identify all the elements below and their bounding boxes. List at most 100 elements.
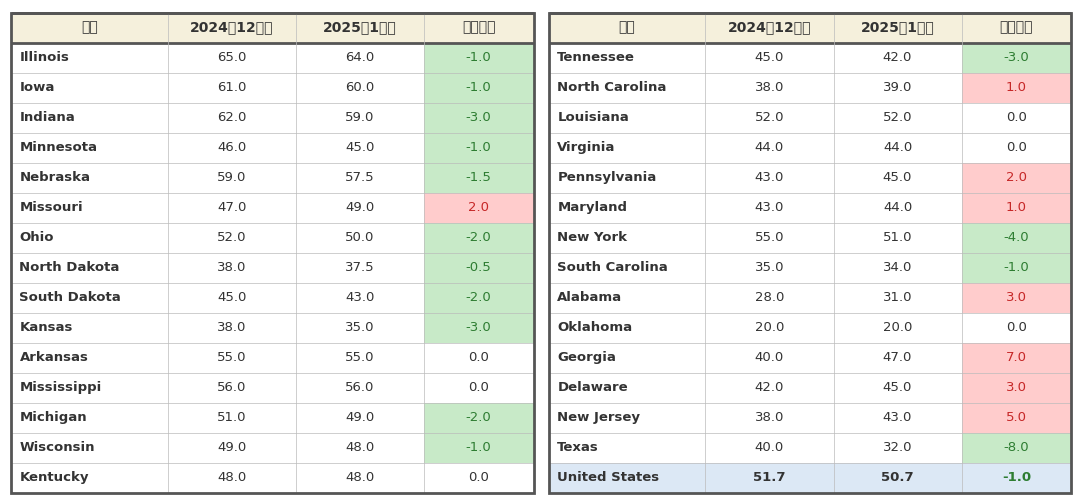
Text: 2.0: 2.0 xyxy=(468,201,489,214)
Bar xyxy=(423,103,534,133)
Text: 20.0: 20.0 xyxy=(755,321,784,334)
Bar xyxy=(11,103,167,133)
Text: 2025（1月）: 2025（1月） xyxy=(861,21,934,35)
Text: 38.0: 38.0 xyxy=(755,81,784,94)
Bar xyxy=(834,223,961,253)
Bar xyxy=(11,463,167,493)
Text: Wisconsin: Wisconsin xyxy=(19,442,95,454)
Bar xyxy=(961,72,1071,103)
Text: Ohio: Ohio xyxy=(19,231,54,244)
Text: Nebraska: Nebraska xyxy=(19,171,91,184)
Bar xyxy=(549,223,705,253)
Bar xyxy=(834,253,961,283)
Bar xyxy=(549,162,705,193)
Text: 0.0: 0.0 xyxy=(1007,111,1027,124)
Text: 56.0: 56.0 xyxy=(345,381,375,394)
Bar xyxy=(167,193,296,223)
Bar xyxy=(296,133,423,162)
Text: Delaware: Delaware xyxy=(557,381,627,394)
Text: 51.0: 51.0 xyxy=(217,411,246,425)
Text: -4.0: -4.0 xyxy=(1003,231,1029,244)
Bar xyxy=(11,373,167,403)
Bar xyxy=(296,13,423,43)
Text: 0.0: 0.0 xyxy=(1007,141,1027,154)
Bar xyxy=(961,403,1071,433)
Text: 0.0: 0.0 xyxy=(1007,321,1027,334)
Text: Texas: Texas xyxy=(557,442,599,454)
Text: New Jersey: New Jersey xyxy=(557,411,640,425)
Bar xyxy=(549,373,705,403)
Bar xyxy=(705,433,834,463)
Text: -2.0: -2.0 xyxy=(465,411,491,425)
Text: 43.0: 43.0 xyxy=(882,411,913,425)
Bar xyxy=(167,373,296,403)
Text: 44.0: 44.0 xyxy=(883,201,913,214)
Bar xyxy=(423,283,534,313)
Text: 64.0: 64.0 xyxy=(346,51,375,64)
Text: 2025（1月）: 2025（1月） xyxy=(323,21,396,35)
Bar xyxy=(11,43,167,72)
Bar xyxy=(961,313,1071,343)
Bar xyxy=(834,283,961,313)
Bar xyxy=(549,463,705,493)
Bar xyxy=(961,373,1071,403)
Bar xyxy=(423,313,534,343)
Text: United States: United States xyxy=(557,471,660,484)
Text: 51.0: 51.0 xyxy=(882,231,913,244)
Text: 45.0: 45.0 xyxy=(882,171,913,184)
Bar xyxy=(549,133,705,162)
Text: 46.0: 46.0 xyxy=(217,141,246,154)
Text: 0.0: 0.0 xyxy=(469,351,489,364)
Bar xyxy=(549,433,705,463)
Text: -2.0: -2.0 xyxy=(465,231,491,244)
Bar xyxy=(549,103,705,133)
Text: -1.5: -1.5 xyxy=(465,171,491,184)
Bar xyxy=(423,193,534,223)
Bar xyxy=(549,13,1071,493)
Text: 49.0: 49.0 xyxy=(346,201,375,214)
Text: 43.0: 43.0 xyxy=(755,201,784,214)
Text: North Dakota: North Dakota xyxy=(19,261,120,274)
Bar xyxy=(423,13,534,43)
Text: 38.0: 38.0 xyxy=(217,321,246,334)
Bar xyxy=(167,313,296,343)
Bar xyxy=(11,193,167,223)
Bar xyxy=(423,223,534,253)
Text: Georgia: Georgia xyxy=(557,351,617,364)
Bar xyxy=(11,223,167,253)
Text: 59.0: 59.0 xyxy=(217,171,246,184)
Bar xyxy=(167,72,296,103)
Bar xyxy=(296,403,423,433)
Text: 38.0: 38.0 xyxy=(217,261,246,274)
Bar xyxy=(961,103,1071,133)
Text: 7.0: 7.0 xyxy=(1005,351,1027,364)
Text: 1.0: 1.0 xyxy=(1005,81,1027,94)
Text: 35.0: 35.0 xyxy=(755,261,784,274)
Text: 55.0: 55.0 xyxy=(755,231,784,244)
Bar xyxy=(423,463,534,493)
Text: 47.0: 47.0 xyxy=(217,201,246,214)
Bar xyxy=(296,253,423,283)
Text: 0.0: 0.0 xyxy=(469,381,489,394)
Bar xyxy=(961,193,1071,223)
Text: Louisiana: Louisiana xyxy=(557,111,629,124)
Bar xyxy=(167,433,296,463)
Text: -3.0: -3.0 xyxy=(465,111,491,124)
Text: Iowa: Iowa xyxy=(19,81,55,94)
Bar xyxy=(11,403,167,433)
Text: 州名: 州名 xyxy=(81,21,97,35)
Text: 31.0: 31.0 xyxy=(882,291,913,304)
Bar xyxy=(834,193,961,223)
Text: 45.0: 45.0 xyxy=(217,291,246,304)
Text: 5.0: 5.0 xyxy=(1005,411,1027,425)
Text: -8.0: -8.0 xyxy=(1003,442,1029,454)
Text: 42.0: 42.0 xyxy=(755,381,784,394)
Bar xyxy=(423,343,534,373)
Text: 48.0: 48.0 xyxy=(346,442,375,454)
Bar xyxy=(11,13,534,493)
Bar xyxy=(11,313,167,343)
Bar xyxy=(11,253,167,283)
Text: Missouri: Missouri xyxy=(19,201,83,214)
Text: 20.0: 20.0 xyxy=(882,321,913,334)
Bar xyxy=(11,162,167,193)
